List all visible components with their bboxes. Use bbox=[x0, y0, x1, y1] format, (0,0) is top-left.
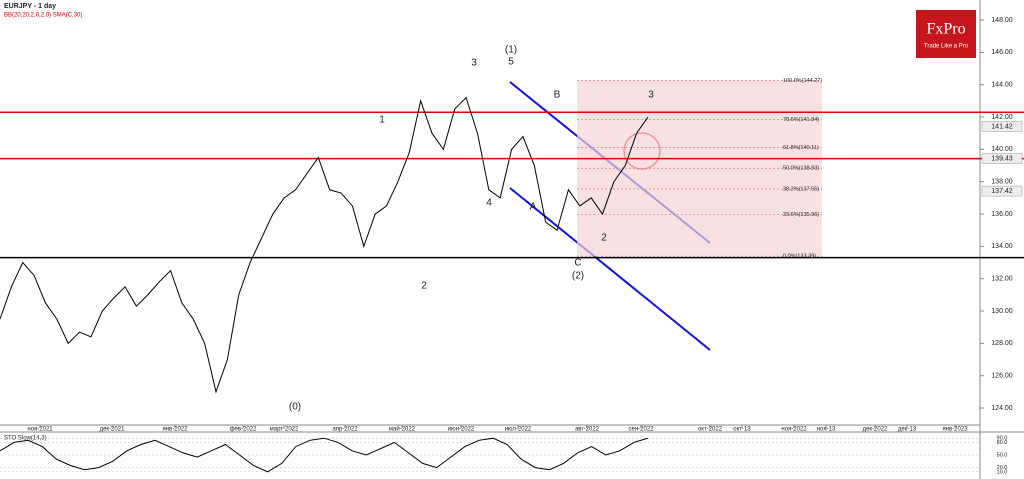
logo-box bbox=[916, 10, 976, 58]
fib-label: 38.2%(137.55) bbox=[783, 186, 819, 192]
x-tick-label: янв-2023 bbox=[942, 427, 968, 433]
x-tick-label: фев-2022 bbox=[230, 427, 257, 433]
x-tick-label: дек-2022 bbox=[863, 427, 888, 433]
price-marker bbox=[981, 153, 1023, 164]
x-tick-label: ноя-13 bbox=[817, 427, 836, 433]
x-tick-label: март-2022 bbox=[270, 427, 299, 433]
wave-label: (1) bbox=[505, 45, 517, 56]
wave-label: (2) bbox=[572, 271, 584, 282]
price-line bbox=[0, 96, 649, 394]
y-tick-label: 136.00 bbox=[991, 211, 1013, 218]
x-tick-label: окт-2022 bbox=[698, 427, 723, 433]
oscillator-line bbox=[0, 437, 649, 473]
price-marker bbox=[981, 185, 1023, 197]
wave-label: 4 bbox=[486, 198, 492, 209]
y-tick-label: 130.00 bbox=[991, 308, 1013, 315]
wave-label: 3 bbox=[471, 58, 477, 69]
x-tick-label: окт-13 bbox=[733, 427, 751, 433]
wave-label: 2 bbox=[421, 281, 427, 292]
y-tick-label: 142.00 bbox=[991, 114, 1013, 121]
x-tick-label: ноя-2021 bbox=[27, 427, 53, 433]
wave-label: 5 bbox=[508, 57, 514, 68]
y-tick-label: 134.00 bbox=[991, 243, 1013, 250]
wave-label: B bbox=[554, 90, 561, 101]
price-marker bbox=[981, 121, 1023, 132]
x-tick-label: ноя-2022 bbox=[781, 427, 807, 433]
chart-subtitle: BB(20,20,2,0,2.0) SMA(C,30) bbox=[4, 13, 82, 19]
osc-tick-label: 20.0 bbox=[997, 465, 1008, 471]
x-tick-label: дек-13 bbox=[898, 427, 917, 433]
x-tick-label: июл-2022 bbox=[505, 427, 532, 433]
wave-label: 3 bbox=[648, 90, 654, 101]
wave-label: C bbox=[574, 258, 581, 269]
logo: FxPro bbox=[926, 21, 965, 38]
oscillator-label: STO Slow(14,3) bbox=[4, 436, 47, 442]
y-tick-label: 128.00 bbox=[991, 340, 1013, 347]
chart-title: EURJPY - 1 day bbox=[4, 3, 56, 10]
price-marker-label: 137.42 bbox=[991, 188, 1013, 195]
logo-tagline: Trade Like a Pro bbox=[924, 44, 969, 50]
price-marker-label: 141.42 bbox=[991, 123, 1013, 130]
x-tick-label: сен-2022 bbox=[629, 427, 655, 433]
x-tick-label: июн-2022 bbox=[448, 427, 475, 433]
wave-label: 2 bbox=[601, 233, 607, 244]
fib-label: 50.0%(138.83) bbox=[783, 166, 819, 172]
x-tick-label: май-2022 bbox=[389, 426, 416, 433]
osc-tick-label: 90.0 bbox=[997, 436, 1008, 442]
x-tick-label: авг-2022 bbox=[575, 427, 600, 433]
wave-label: 1 bbox=[379, 115, 385, 126]
y-tick-label: 144.00 bbox=[991, 82, 1013, 89]
x-tick-label: апр-2022 bbox=[332, 427, 358, 433]
x-tick-label: янв-2022 bbox=[162, 427, 188, 433]
wave-label: A bbox=[530, 202, 537, 213]
fib-label: 23.6%(135.96) bbox=[783, 212, 819, 218]
fib-label: 61.8%(140.11) bbox=[783, 145, 819, 151]
fib-label: 100.0%(144.27) bbox=[783, 78, 822, 84]
y-tick-label: 140.00 bbox=[991, 146, 1013, 153]
osc-tick-label: 10.0 bbox=[997, 469, 1008, 475]
price-marker-label: 139.43 bbox=[991, 155, 1013, 162]
fib-label: 78.6%(141.84) bbox=[783, 117, 819, 123]
osc-tick-label: 80.0 bbox=[997, 440, 1008, 446]
osc-tick-label: 50.0 bbox=[997, 452, 1008, 458]
x-tick-label: дек-2021 bbox=[100, 427, 125, 433]
y-tick-label: 124.00 bbox=[991, 405, 1013, 412]
fib-label: 0.0%(133.39) bbox=[783, 254, 816, 260]
y-tick-label: 138.00 bbox=[991, 179, 1013, 186]
wave-label: (0) bbox=[289, 402, 301, 413]
y-tick-label: 126.00 bbox=[991, 373, 1013, 380]
y-tick-label: 146.00 bbox=[991, 49, 1013, 56]
y-tick-label: 132.00 bbox=[991, 276, 1013, 283]
y-tick-label: 148.00 bbox=[991, 17, 1013, 24]
channel-line bbox=[509, 187, 711, 351]
